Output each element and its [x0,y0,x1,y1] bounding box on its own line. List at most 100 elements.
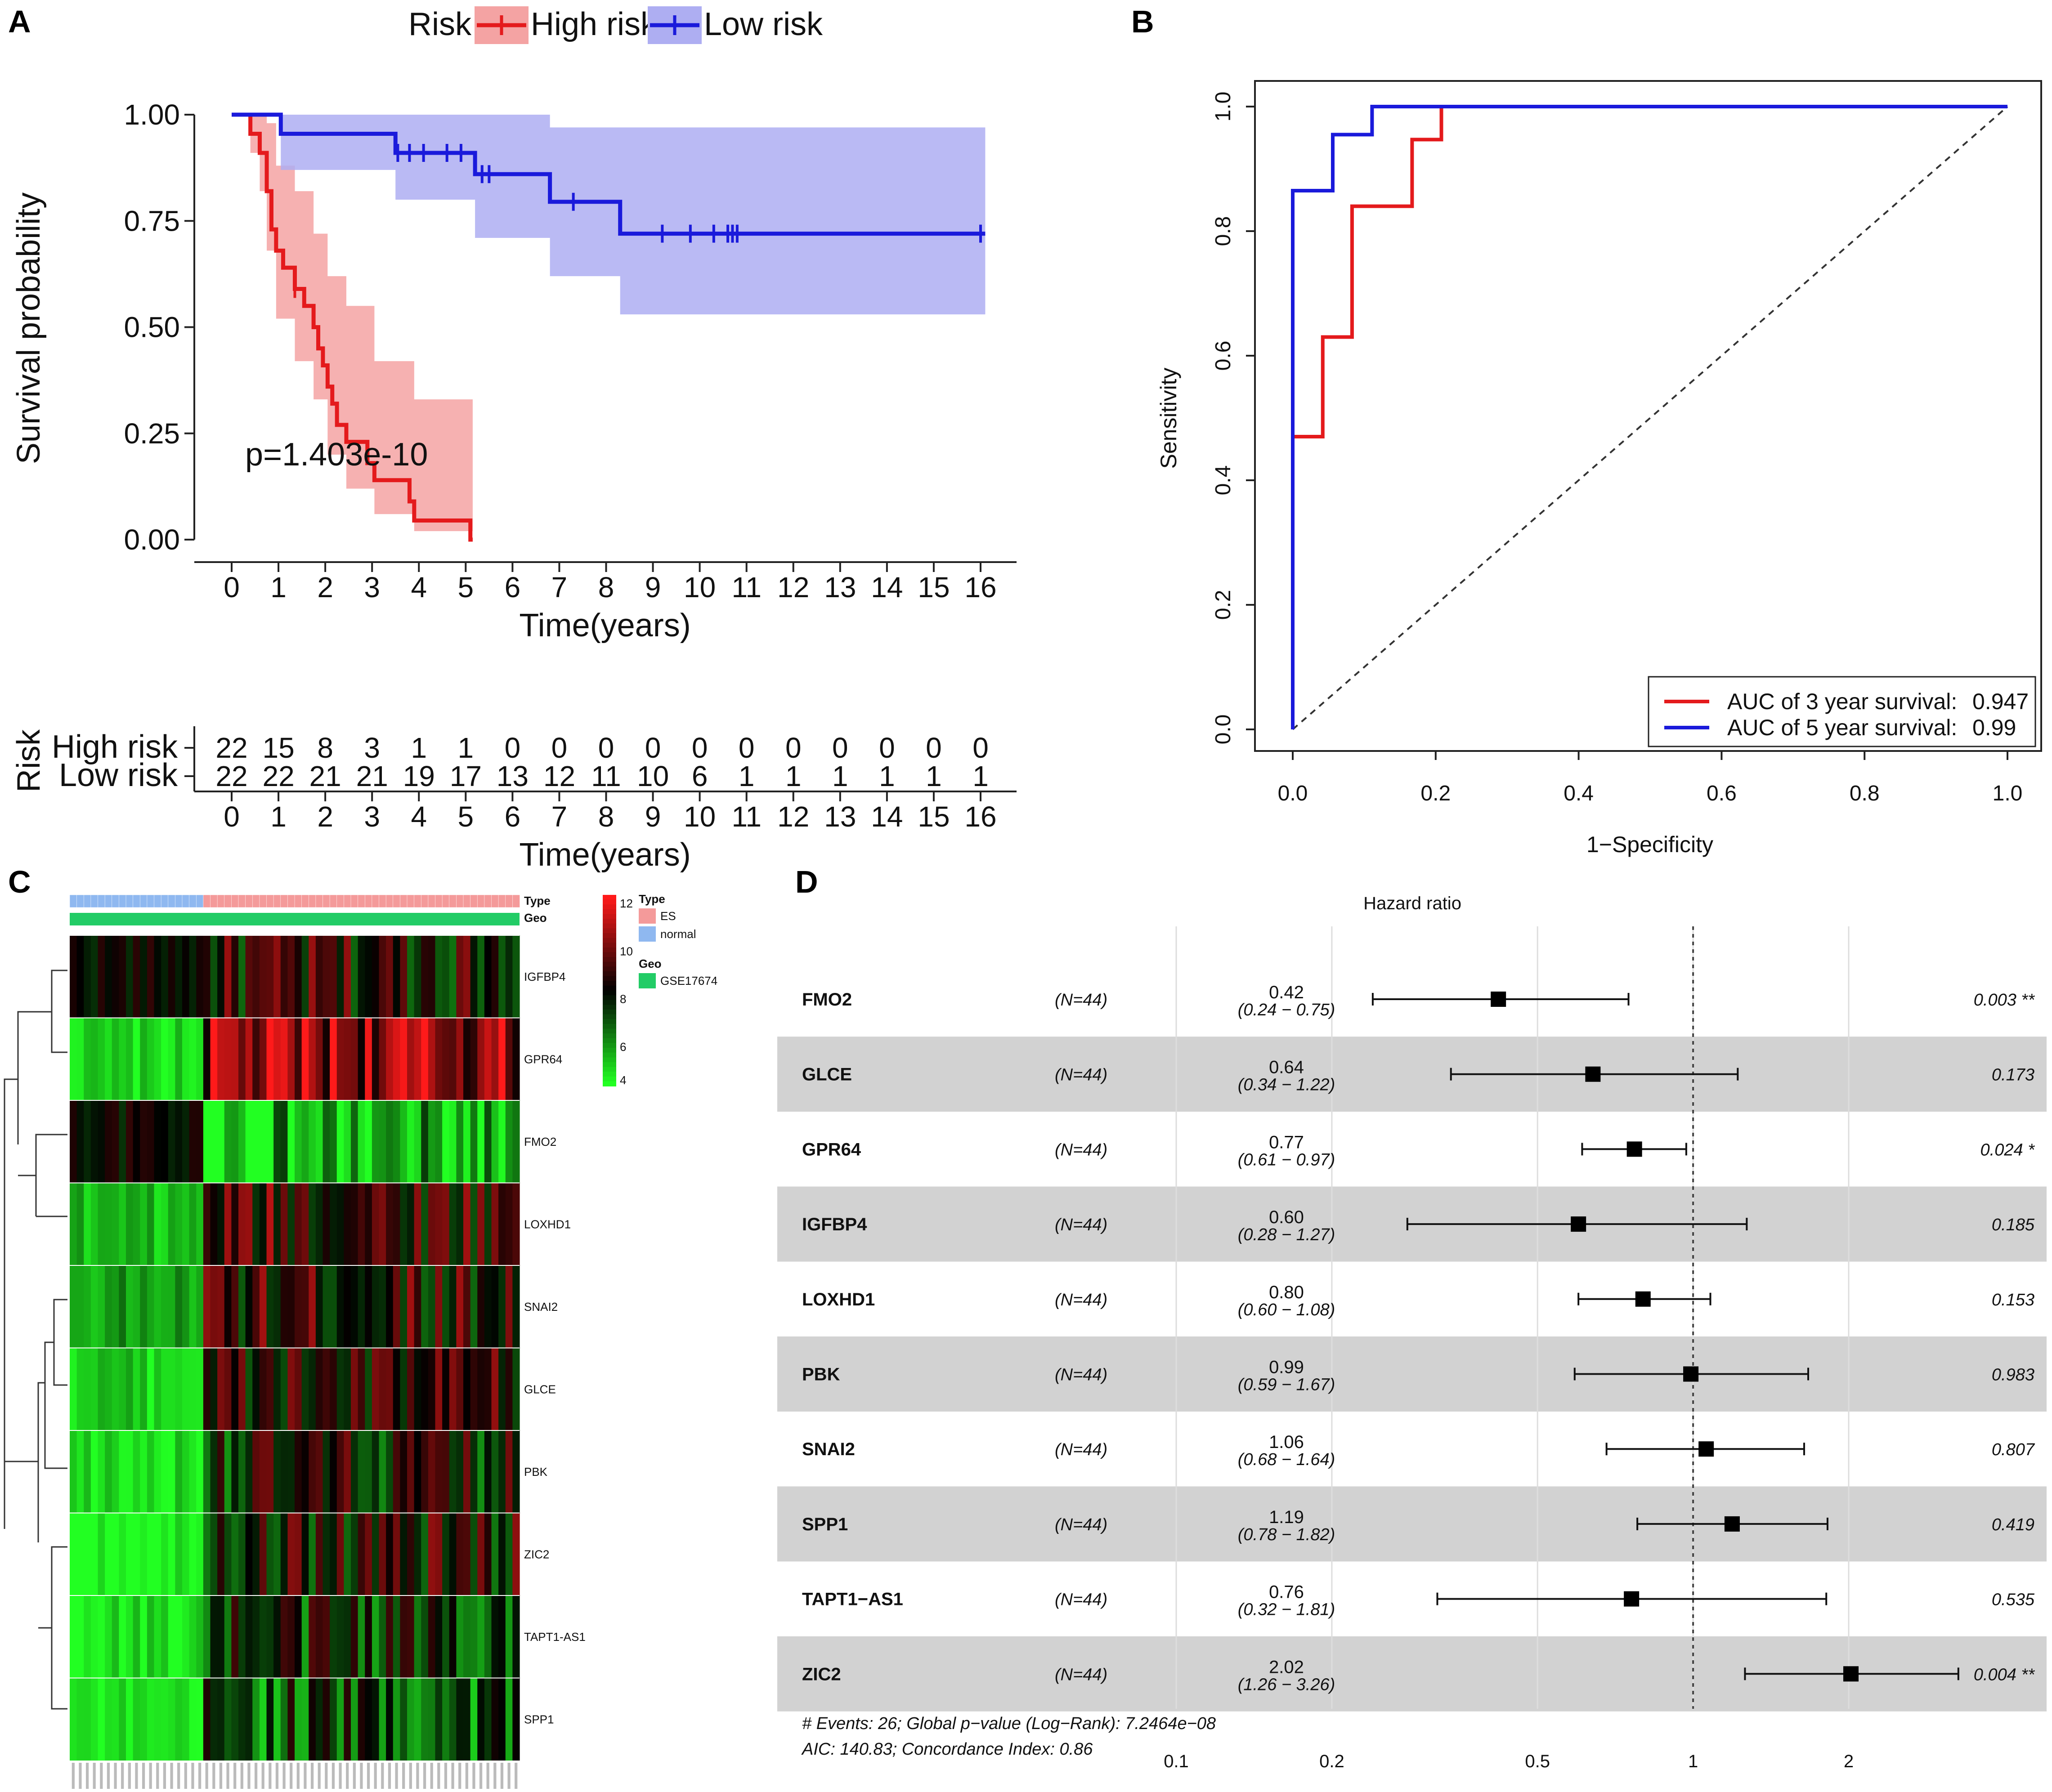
heatmap-cell-2-44 [379,1100,386,1183]
heatmap-cell-4-11 [147,1265,155,1348]
heatmap-cell-8-58 [477,1595,485,1678]
heatmap-cell-9-16 [182,1678,190,1761]
heatmap-cell-9-56 [463,1678,471,1761]
heatmap-cell-0-1 [76,935,84,1018]
heatmap-cell-4-52 [435,1265,443,1348]
scale-step-22 [603,1000,616,1005]
forest-x-tick-label-3: 1 [1688,1752,1698,1771]
km-x-tick-label-16: 16 [964,571,996,603]
heatmap-cell-5-37 [330,1348,337,1430]
forest-hr-2: 0.77 [1269,1132,1304,1152]
heatmap-cell-5-8 [126,1348,134,1430]
heatmap-cell-3-12 [154,1183,161,1265]
heatmap-cell-1-47 [400,1018,408,1100]
heatmap-cell-3-62 [505,1183,513,1265]
roc-legend-box [1648,676,2036,747]
roc-legend-label-3yr: AUC of 3 year survival: [1727,689,1957,714]
km-y-tick-label-1: 0.25 [124,417,180,450]
roc-legend-auc-5yr: 0.99 [1972,715,2016,740]
scale-step-36 [603,1067,616,1073]
scale-step-37 [603,1072,616,1077]
heatmap-cell-4-36 [323,1265,330,1348]
heatmap-cell-4-25 [245,1265,253,1348]
roc-plot-frame [1254,80,2042,752]
heatmap-cell-6-34 [309,1430,316,1513]
forest-n-1: (N=44) [1055,1066,1107,1085]
heatmap-cell-9-53 [442,1678,450,1761]
forest-gene-5: PBK [802,1365,840,1385]
scale-step-30 [603,1038,616,1044]
heatmap-cell-6-50 [421,1430,429,1513]
heatmap-col-label-29 [275,1763,279,1789]
heatmap-cell-5-5 [105,1348,112,1430]
heatmap-cell-4-33 [301,1265,309,1348]
heatmap-cell-2-7 [119,1100,126,1183]
heatmap-cell-2-61 [498,1100,506,1183]
heatmap-cell-0-39 [344,935,351,1018]
heatmap-cell-7-54 [449,1513,457,1595]
forest-band-7 [777,1486,2047,1562]
heatmap-col-label-19 [205,1763,208,1789]
heatmap-cell-9-51 [428,1678,436,1761]
heatmap-cell-8-32 [295,1595,302,1678]
forest-ci-7: (0.78 − 1.82) [1238,1525,1335,1544]
heatmap-cell-3-10 [140,1183,148,1265]
heatmap-cell-9-54 [449,1678,457,1761]
heatmap-cell-5-26 [252,1348,260,1430]
heatmap-cell-6-24 [238,1430,246,1513]
heatmap-cell-5-2 [84,1348,91,1430]
heatmap-cell-6-9 [133,1430,140,1513]
heatmap-cell-7-18 [196,1513,204,1595]
heatmap-cell-1-31 [287,1018,295,1100]
heatmap-cell-8-6 [112,1595,119,1678]
heatmap-cell-7-37 [330,1513,337,1595]
heatmap-cell-6-18 [196,1430,204,1513]
heatmap-cell-5-17 [189,1348,197,1430]
heatmap-cell-9-34 [309,1678,316,1761]
risk-count-1-7: 12 [543,760,575,792]
heatmap-cell-9-5 [105,1678,112,1761]
heatmap-cell-1-9 [133,1018,140,1100]
heatmap-cell-3-24 [238,1183,246,1265]
heatmap-cell-2-43 [372,1100,380,1183]
heatmap-col-label-17 [191,1763,194,1789]
heatmap-cell-2-42 [365,1100,372,1183]
heatmap-cell-0-45 [386,935,394,1018]
heatmap-cell-4-3 [90,1265,99,1348]
heatmap-cell-6-19 [203,1430,211,1513]
heatmap-cell-1-13 [161,1018,169,1100]
heatmap-cell-6-36 [323,1430,330,1513]
heatmap-type-cell-28 [266,894,274,908]
heatmap-cell-3-44 [379,1183,386,1265]
forest-point-4 [1635,1291,1651,1307]
heatmap-cell-8-31 [287,1595,295,1678]
heatmap-type-cell-35 [315,894,323,908]
scale-step-5 [603,919,616,924]
heatmap-cell-7-28 [266,1513,274,1595]
heatmap-cell-3-43 [372,1183,380,1265]
forest-ci-2: (0.61 − 0.97) [1238,1150,1335,1169]
risk-x-tick-label-8: 8 [598,800,614,833]
heatmap-col-label-47 [402,1763,405,1789]
forest-n-2: (N=44) [1055,1140,1107,1159]
heatmap-cell-0-30 [280,935,288,1018]
risk-count-1-10: 6 [692,760,708,792]
heatmap-cell-5-1 [76,1348,84,1430]
km-x-tick-label-1: 1 [270,571,287,603]
heatmap-annotation-label-type: Type [524,894,551,907]
heatmap-cell-9-17 [189,1678,197,1761]
heatmap-cell-3-14 [168,1183,175,1265]
risk-count-0-16: 0 [972,732,989,764]
heatmap-cell-2-54 [449,1100,457,1183]
heatmap-type-cell-18 [196,894,204,908]
heatmap-cell-6-44 [379,1430,386,1513]
scale-step-0 [603,895,616,900]
heatmap-cell-4-42 [365,1265,372,1348]
heatmap-cell-5-21 [217,1348,225,1430]
heatmap-cell-1-39 [344,1018,351,1100]
heatmap-cell-0-63 [512,935,520,1018]
heatmap-cell-7-60 [491,1513,499,1595]
heatmap-cell-4-59 [484,1265,492,1348]
heatmap-cell-8-11 [147,1595,155,1678]
heatmap-cell-9-52 [435,1678,443,1761]
